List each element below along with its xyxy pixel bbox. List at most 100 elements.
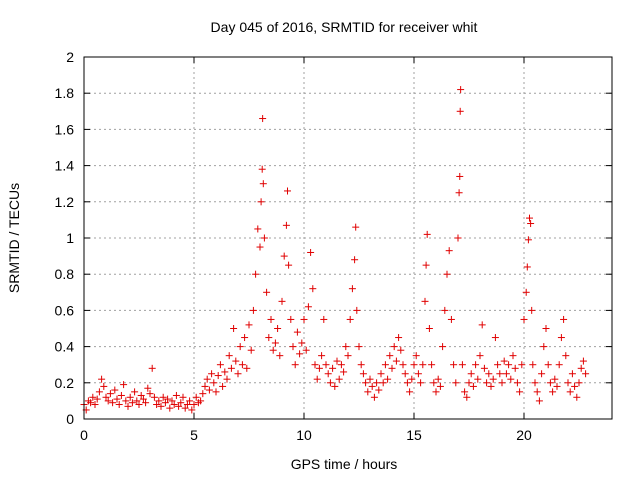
data-point — [368, 382, 376, 390]
data-point — [419, 361, 427, 369]
data-point — [412, 352, 420, 360]
data-point — [124, 402, 132, 410]
data-point — [282, 221, 290, 229]
data-point — [507, 375, 515, 383]
data-point — [366, 375, 374, 383]
x-axis-label: GPS time / hours — [291, 456, 398, 472]
data-point — [469, 382, 477, 390]
data-point — [302, 346, 310, 354]
y-tick-label: 1.6 — [55, 121, 75, 137]
data-point — [520, 315, 528, 323]
data-point — [146, 390, 154, 398]
data-point — [249, 306, 257, 314]
data-point — [192, 393, 200, 401]
data-point — [181, 404, 189, 412]
data-point — [425, 325, 433, 332]
data-point — [414, 370, 422, 378]
data-point — [144, 384, 152, 392]
data-point — [223, 375, 231, 383]
data-point — [513, 379, 521, 387]
data-point — [555, 361, 563, 369]
data-point — [205, 386, 213, 394]
data-point — [258, 165, 266, 173]
data-point — [375, 386, 383, 394]
x-tick-label: 5 — [190, 427, 198, 443]
data-point — [232, 357, 240, 365]
data-point — [126, 393, 134, 401]
data-point — [87, 399, 95, 407]
data-point — [219, 382, 227, 390]
data-point — [494, 361, 502, 369]
data-point — [212, 388, 220, 396]
data-point — [408, 375, 416, 383]
data-point — [252, 270, 260, 278]
data-point — [247, 346, 255, 354]
data-point — [566, 388, 574, 396]
data-point — [441, 306, 449, 314]
data-point — [257, 198, 265, 206]
data-point — [168, 397, 176, 405]
data-point — [131, 388, 139, 396]
data-point — [381, 361, 389, 369]
data-point — [533, 388, 541, 396]
data-point — [386, 352, 394, 360]
data-point — [197, 397, 205, 405]
data-point — [397, 346, 405, 354]
data-point — [518, 361, 526, 369]
data-point — [526, 214, 533, 222]
data-point — [177, 399, 185, 407]
data-point — [102, 393, 110, 401]
data-point — [157, 402, 165, 410]
data-point — [89, 393, 97, 401]
data-point — [474, 375, 482, 383]
data-point — [307, 248, 315, 256]
data-point — [214, 372, 222, 380]
data-point — [236, 343, 244, 351]
y-tick-label: 0.4 — [55, 339, 75, 355]
data-point — [463, 393, 471, 401]
data-point — [489, 375, 497, 383]
data-point — [511, 364, 519, 372]
data-point — [454, 234, 462, 242]
data-point — [384, 375, 392, 383]
data-point — [161, 399, 169, 407]
data-point — [461, 388, 469, 396]
data-point — [434, 375, 442, 383]
data-point — [502, 370, 510, 378]
y-tick-label: 1.8 — [55, 85, 75, 101]
data-point — [337, 361, 345, 369]
data-point — [293, 328, 301, 336]
data-point — [329, 364, 337, 372]
y-tick-label: 1.4 — [55, 158, 75, 174]
data-point — [117, 391, 125, 399]
data-point — [487, 382, 495, 390]
data-point — [199, 390, 207, 398]
y-tick-label: 0 — [66, 411, 74, 427]
data-point — [436, 382, 444, 390]
data-point — [422, 261, 430, 269]
data-point — [478, 321, 486, 329]
data-point — [523, 263, 531, 271]
data-point — [557, 334, 565, 342]
data-point — [467, 370, 475, 378]
y-tick-labels: 0 0.2 0.4 0.6 0.8 1 1.2 1.4 1.6 1.8 2 — [55, 49, 75, 427]
data-point — [216, 361, 224, 369]
data-point — [320, 315, 328, 323]
data-point — [388, 364, 396, 372]
data-point — [571, 382, 579, 390]
data-point — [269, 346, 277, 354]
data-point — [335, 375, 343, 383]
data-point — [241, 334, 249, 342]
data-point — [352, 223, 360, 231]
data-point — [318, 352, 326, 360]
data-point — [551, 375, 559, 383]
data-point — [395, 334, 403, 342]
data-point — [428, 361, 436, 369]
data-point — [280, 252, 288, 260]
data-point — [137, 391, 145, 399]
data-point — [344, 352, 352, 360]
data-point — [175, 402, 183, 410]
data-point — [238, 361, 246, 369]
data-point — [259, 180, 267, 188]
data-point — [357, 361, 365, 369]
